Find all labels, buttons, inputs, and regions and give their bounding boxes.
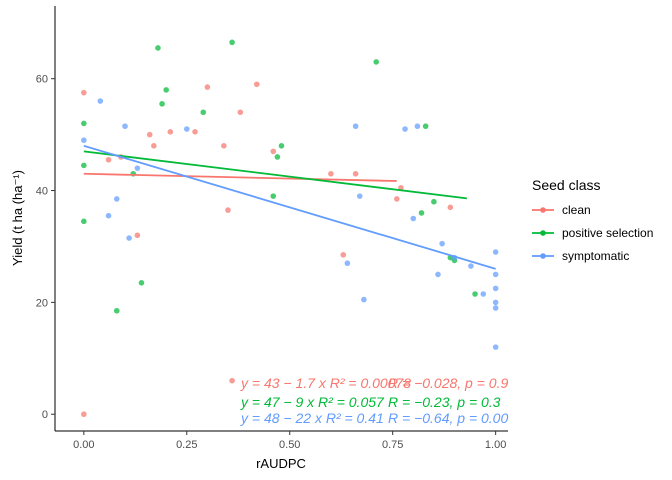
- data-point-positive-selection: [81, 162, 87, 169]
- y-tick-label: 0: [42, 409, 48, 421]
- data-point-positive-selection: [163, 87, 169, 93]
- data-point-clean: [398, 184, 404, 191]
- data-point-positive-selection: [431, 198, 437, 205]
- data-point-positive-selection: [270, 193, 277, 199]
- data-point-symptomatic: [468, 263, 474, 269]
- data-point-symptomatic: [492, 285, 499, 292]
- data-point-positive-selection: [81, 120, 87, 127]
- data-point-symptomatic: [435, 271, 441, 278]
- data-point-clean: [146, 131, 153, 138]
- data-point-symptomatic: [122, 123, 128, 130]
- data-point-symptomatic: [414, 123, 421, 130]
- data-point-symptomatic: [439, 240, 445, 247]
- data-point-symptomatic: [81, 137, 87, 144]
- data-point-clean: [192, 129, 198, 135]
- data-point-symptomatic: [361, 296, 367, 303]
- stats-label-symptomatic: R = −0.64, p = 0.00: [388, 410, 508, 426]
- trend-line-positive-selection: [83, 150, 467, 200]
- x-tick-label: 0.50: [279, 439, 300, 451]
- data-point-symptomatic: [492, 305, 499, 311]
- legend: Seed class clean positive selection sympto…: [532, 177, 653, 263]
- data-point-symptomatic: [410, 215, 417, 222]
- data-point-clean: [253, 81, 260, 88]
- legend-title: Seed class: [532, 177, 600, 193]
- equation-label-symptomatic: y = 48 − 22 x R² = 0.41: [240, 410, 384, 426]
- data-point-positive-selection: [274, 154, 281, 160]
- equation-label-positive-selection: y = 47 − 9 x R² = 0.057: [240, 394, 385, 410]
- data-point-clean: [328, 170, 334, 177]
- data-point-positive-selection: [229, 39, 235, 46]
- data-point-clean: [151, 143, 157, 149]
- data-point-symptomatic: [492, 271, 499, 278]
- legend-label-clean: clean: [562, 203, 591, 217]
- x-tick-label: 1.00: [485, 439, 506, 451]
- x-tick-label: 0.75: [382, 439, 403, 451]
- legend-key-point-positive-selection: [540, 230, 546, 236]
- data-point-clean: [270, 148, 277, 155]
- data-point-clean: [229, 377, 235, 384]
- data-point-clean: [81, 89, 87, 96]
- data-point-symptomatic: [492, 249, 499, 255]
- data-point-clean: [105, 156, 112, 163]
- legend-label-positive-selection: positive selection: [562, 226, 653, 240]
- data-point-symptomatic: [356, 193, 363, 199]
- y-axis-title: Yield (t ha (ha⁻¹): [10, 170, 25, 266]
- data-point-clean: [134, 232, 141, 239]
- data-point-clean: [237, 109, 244, 116]
- y-tick-label: 20: [36, 297, 48, 309]
- data-point-clean: [204, 84, 211, 90]
- axes-layer: [54, 6, 508, 432]
- data-point-positive-selection: [200, 109, 207, 116]
- data-point-symptomatic: [492, 344, 499, 350]
- trend-line-symptomatic: [83, 144, 496, 270]
- data-point-positive-selection: [138, 280, 145, 286]
- data-point-clean: [225, 207, 231, 213]
- data-point-clean: [352, 170, 359, 177]
- data-point-positive-selection: [373, 59, 380, 65]
- data-point-positive-selection: [472, 291, 478, 297]
- data-point-clean: [340, 252, 347, 258]
- data-point-symptomatic: [126, 235, 132, 241]
- data-point-symptomatic: [134, 165, 141, 171]
- x-tick-label: 0.00: [73, 439, 94, 451]
- data-point-positive-selection: [422, 123, 429, 130]
- data-point-positive-selection: [159, 101, 165, 107]
- data-point-symptomatic: [105, 212, 112, 219]
- data-point-positive-selection: [113, 307, 120, 314]
- stats-label-positive-selection: R = −0.23, p = 0.3: [388, 394, 501, 410]
- data-point-clean: [167, 129, 174, 135]
- data-point-positive-selection: [155, 45, 161, 51]
- legend-key-point-clean: [540, 207, 546, 213]
- data-point-clean: [394, 196, 400, 202]
- data-point-symptomatic: [97, 98, 104, 104]
- legend-label-symptomatic: symptomatic: [562, 249, 629, 263]
- points-layer: [81, 39, 499, 418]
- x-axis-title: rAUDPC: [256, 456, 306, 471]
- data-point-symptomatic: [480, 291, 487, 297]
- y-tick-label: 40: [36, 186, 48, 198]
- trend-layer: [83, 144, 496, 270]
- data-point-positive-selection: [81, 218, 87, 225]
- data-point-clean: [221, 143, 227, 149]
- data-point-symptomatic: [113, 196, 120, 202]
- data-point-clean: [447, 204, 454, 211]
- data-point-symptomatic: [492, 299, 499, 306]
- stats-label-clean: R = −0.028, p = 0.9: [388, 375, 508, 391]
- trend-line-clean: [83, 172, 397, 182]
- data-point-symptomatic: [344, 260, 351, 267]
- data-point-positive-selection: [418, 210, 425, 216]
- data-point-symptomatic: [352, 123, 359, 130]
- data-point-symptomatic: [183, 126, 190, 132]
- x-tick-label: 0.25: [176, 439, 197, 451]
- legend-key-point-symptomatic: [540, 253, 546, 259]
- equation-label-clean: y = 43 − 1.7 x R² = 0.00078: [240, 375, 411, 391]
- ticks-layer: 0.00 0.25 0.50 0.75 1.00 0 20 40 60: [36, 74, 507, 451]
- data-point-symptomatic: [402, 126, 408, 132]
- data-point-positive-selection: [278, 143, 285, 149]
- y-tick-label: 60: [36, 74, 48, 86]
- data-point-clean: [81, 411, 87, 418]
